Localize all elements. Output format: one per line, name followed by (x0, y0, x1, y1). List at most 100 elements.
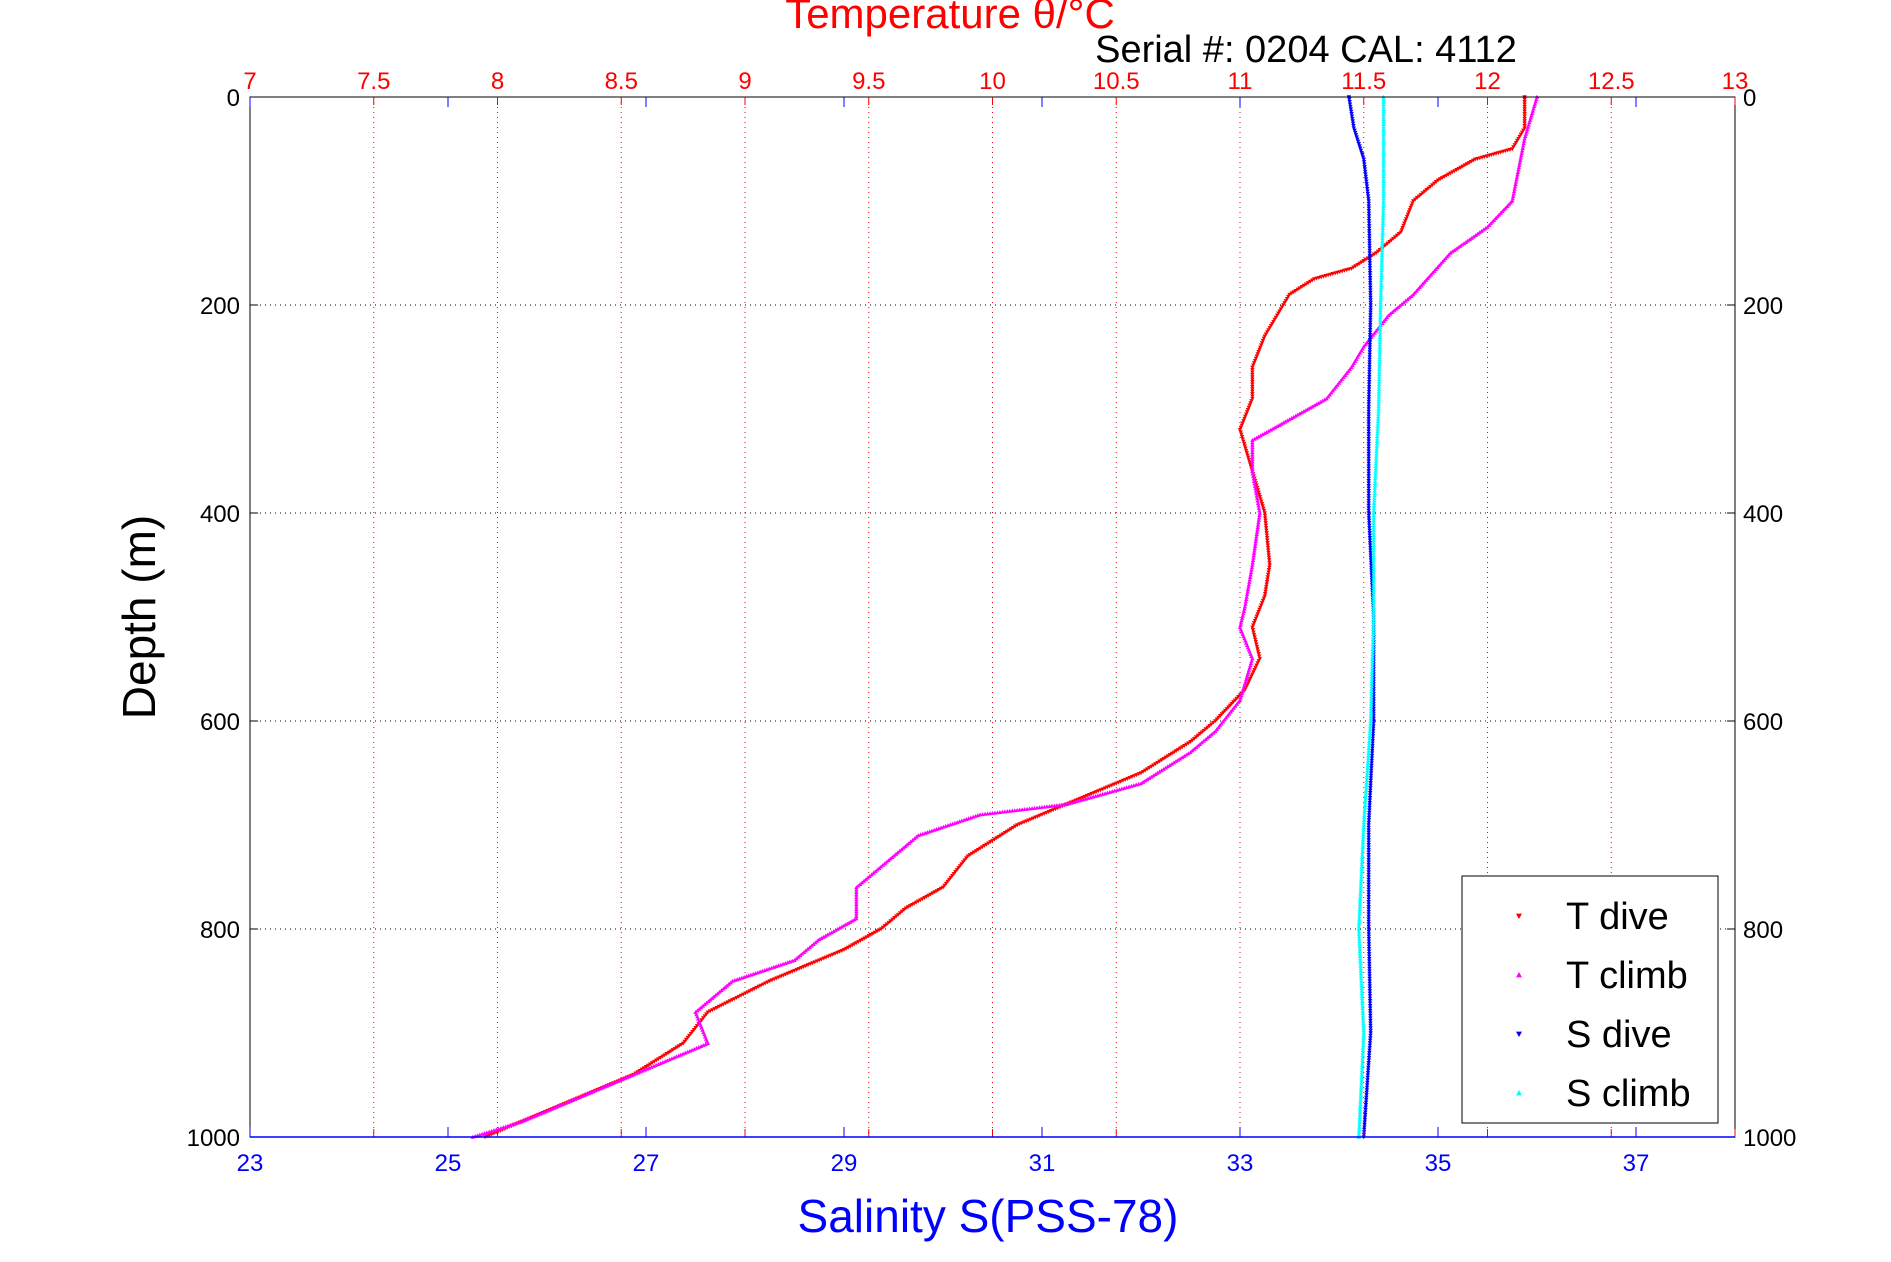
data-point (1366, 427, 1371, 432)
data-point (1381, 196, 1386, 201)
data-point (689, 1047, 695, 1052)
data-point (1375, 419, 1381, 424)
data-point (1381, 183, 1386, 188)
data-point (1379, 263, 1384, 268)
data-point (1372, 486, 1378, 490)
data-point (1368, 773, 1374, 778)
data-point (1377, 339, 1383, 344)
data-point (1250, 656, 1255, 661)
data-point (640, 1068, 645, 1073)
data-point (1244, 592, 1250, 597)
legend-label-t-climb: T climb (1566, 955, 1688, 997)
data-point (1358, 146, 1363, 151)
data-point (1250, 628, 1256, 632)
data-point (1284, 297, 1290, 301)
data-point (1370, 639, 1376, 644)
data-point (624, 1075, 630, 1080)
data-point (1366, 382, 1372, 387)
x-top-tick-label-11: 12.5 (1588, 68, 1635, 95)
data-point (1252, 548, 1257, 553)
data-point (1240, 437, 1245, 442)
data-point (1366, 484, 1371, 488)
data-point (1259, 501, 1265, 506)
data-point (1377, 374, 1382, 379)
data-point (1312, 277, 1317, 282)
data-point (498, 1125, 504, 1130)
data-point (611, 1080, 616, 1085)
data-point (854, 890, 859, 894)
data-point (1368, 771, 1374, 776)
data-point (1367, 956, 1372, 961)
data-point (1253, 616, 1259, 621)
data-point (1361, 1040, 1366, 1045)
data-point (1243, 601, 1248, 606)
data-point (1371, 609, 1376, 614)
data-point (647, 1065, 652, 1070)
data-point (1261, 596, 1267, 601)
data-point (1379, 270, 1384, 275)
data-point (1259, 499, 1264, 504)
data-point (1371, 599, 1376, 604)
data-point (1367, 362, 1372, 367)
data-point (1381, 166, 1386, 171)
data-point (852, 942, 857, 947)
data-point (1263, 523, 1269, 528)
data-point (1252, 546, 1257, 551)
data-point (1381, 146, 1386, 151)
x-bottom-tick-label-7: 37 (1623, 1150, 1650, 1177)
data-point (1368, 285, 1373, 290)
data-point (1366, 461, 1371, 466)
data-point (1250, 440, 1255, 445)
data-point (1358, 148, 1364, 153)
data-point (1365, 760, 1371, 765)
data-point (1374, 446, 1379, 451)
data-point (1372, 488, 1377, 493)
data-point (1380, 233, 1385, 238)
data-point (1253, 486, 1258, 491)
data-point (1358, 894, 1363, 899)
data-point (1381, 141, 1386, 146)
data-point (1362, 1122, 1367, 1127)
data-point (866, 934, 871, 939)
data-point (667, 1057, 672, 1062)
data-point (680, 1051, 686, 1056)
data-point (1371, 513, 1376, 518)
data-point (620, 1077, 625, 1082)
data-point (1366, 402, 1371, 407)
data-point (547, 1107, 552, 1112)
data-point (533, 1113, 539, 1118)
data-point (1159, 768, 1164, 773)
data-point (1371, 515, 1376, 520)
data-point (1367, 375, 1372, 380)
data-point (588, 1090, 594, 1095)
data-point (1381, 126, 1386, 131)
data-point (1255, 649, 1261, 654)
data-point (1360, 1050, 1366, 1055)
data-point (920, 897, 925, 902)
data-point (1279, 305, 1285, 310)
data-point (1381, 169, 1386, 174)
data-point (1358, 1092, 1364, 1097)
data-point (1376, 394, 1382, 399)
data-point (1366, 219, 1372, 224)
data-point (1377, 334, 1383, 339)
data-point (1368, 723, 1373, 728)
data-point (1365, 768, 1370, 773)
data-point (1517, 134, 1522, 139)
data-point (1368, 290, 1373, 295)
data-point (1240, 613, 1245, 618)
data-point (1241, 609, 1247, 613)
data-point (1512, 184, 1518, 189)
data-point (1381, 174, 1386, 178)
data-point (1351, 126, 1357, 131)
data-point (1376, 414, 1381, 419)
data-point (1366, 947, 1372, 952)
data-point (1363, 790, 1369, 795)
data-point (1381, 112, 1386, 117)
data-point (1161, 756, 1166, 761)
data-point (1366, 833, 1371, 838)
data-point (1519, 130, 1525, 135)
data-point (1163, 755, 1168, 760)
data-point (1515, 172, 1520, 177)
data-point (1368, 713, 1374, 718)
